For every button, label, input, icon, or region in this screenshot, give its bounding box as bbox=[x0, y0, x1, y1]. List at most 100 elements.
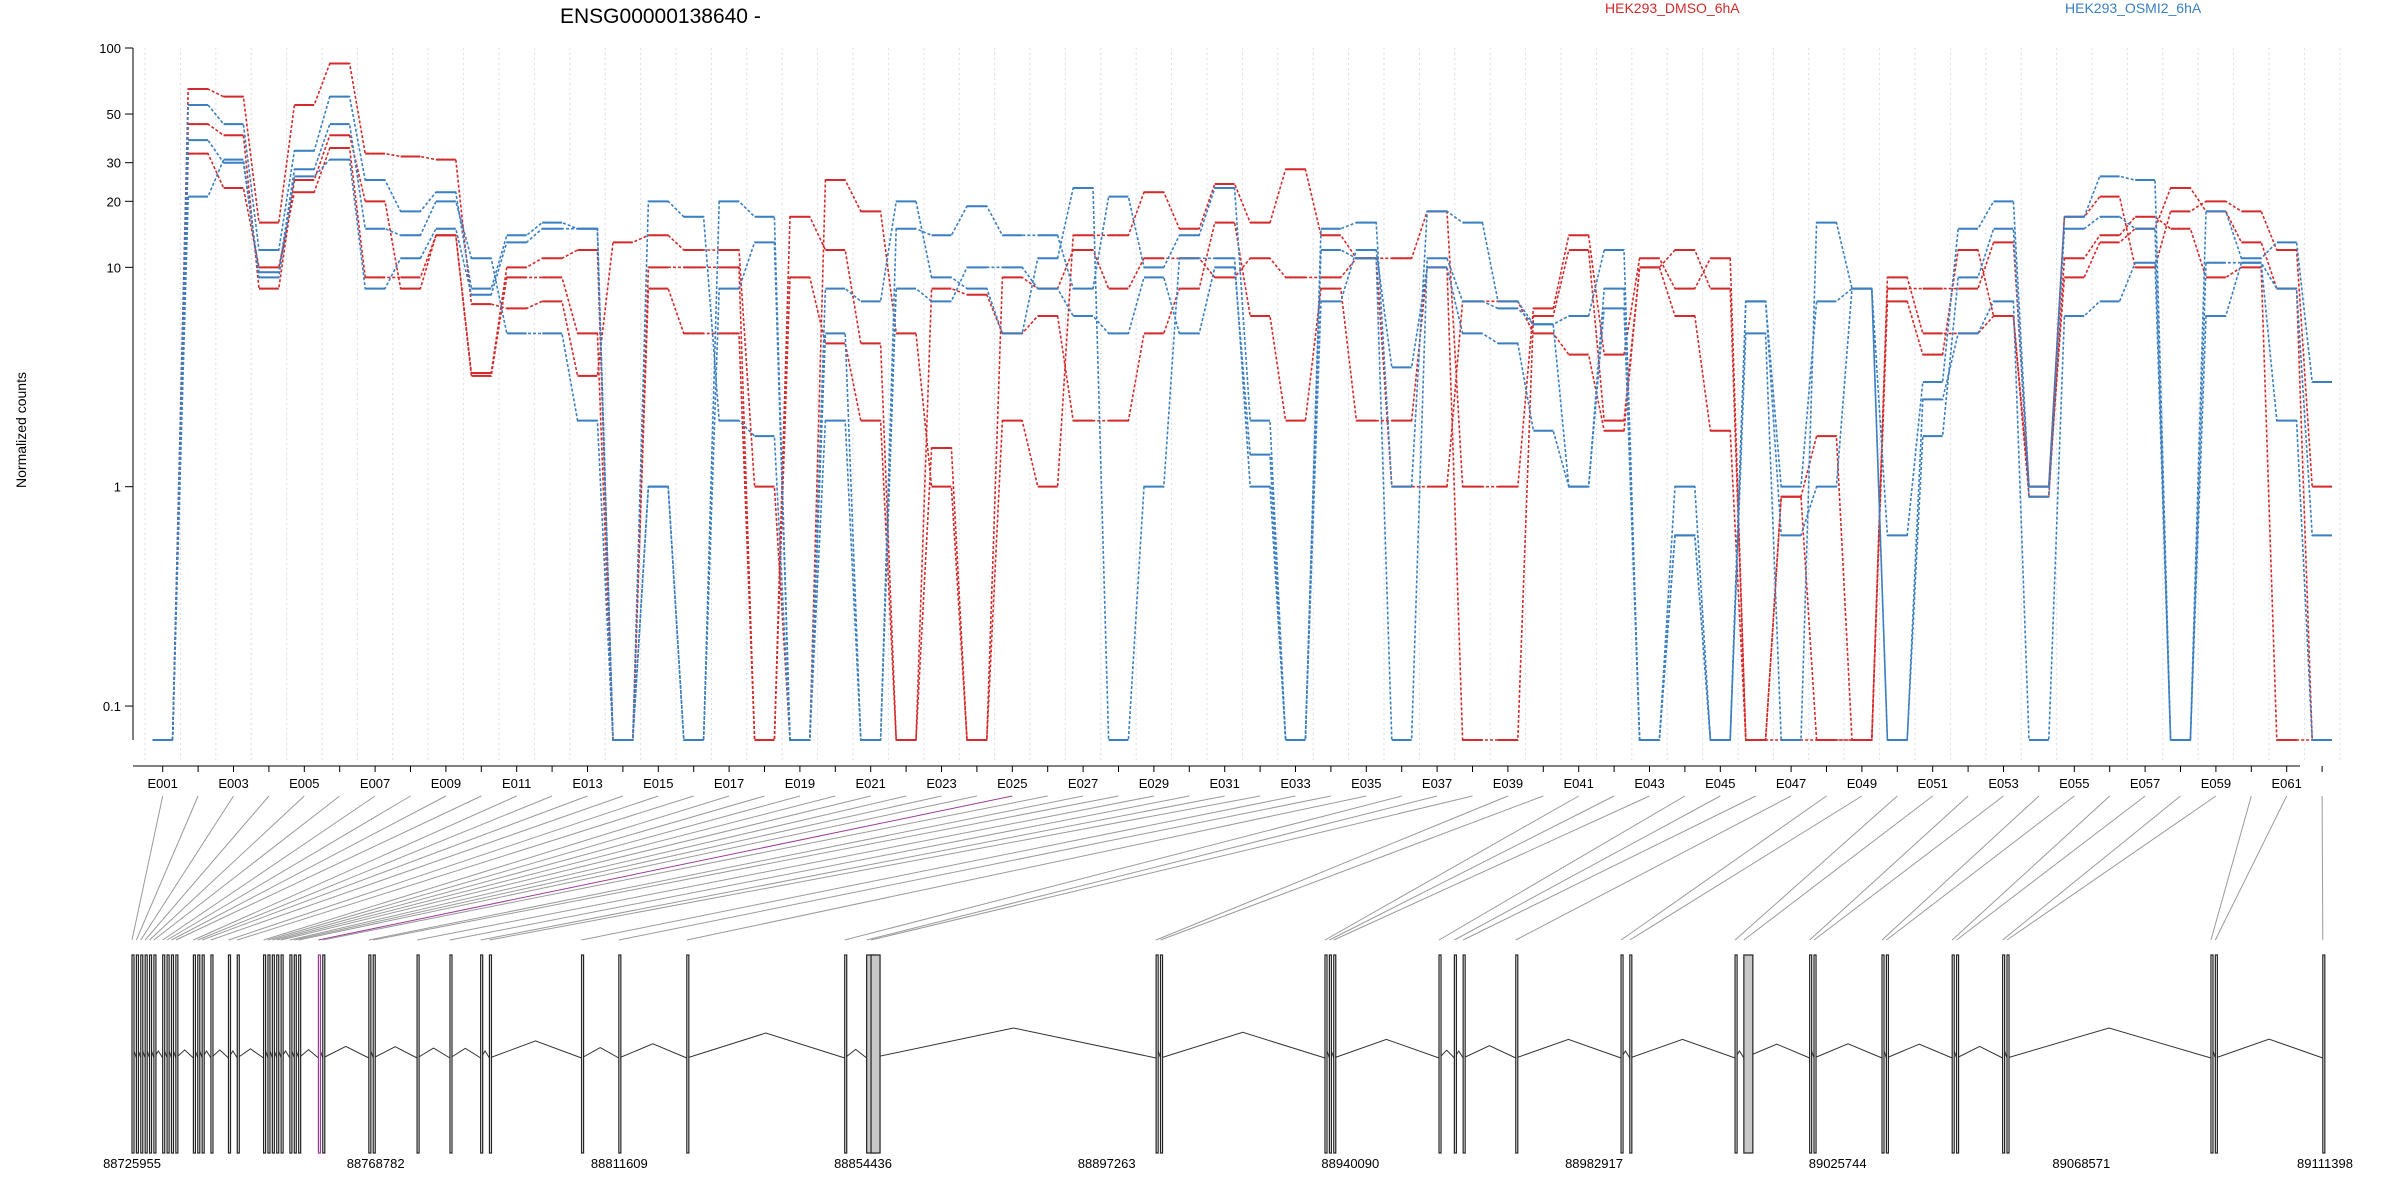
x-tick-label: E041 bbox=[1564, 776, 1594, 791]
exon-connector bbox=[131, 795, 164, 941]
exon-box bbox=[2210, 954, 2214, 1154]
exon-connector bbox=[193, 795, 517, 941]
genomic-tick-label: 89111398 bbox=[2297, 1156, 2353, 1171]
exon-box bbox=[162, 954, 166, 1154]
exon-box bbox=[166, 954, 170, 1154]
exon-connector bbox=[294, 795, 942, 941]
exon-box bbox=[276, 954, 280, 1154]
x-tick-label: E039 bbox=[1493, 776, 1523, 791]
exon-box bbox=[1813, 954, 1817, 1154]
exon-connector bbox=[2214, 795, 2288, 941]
series-line bbox=[152, 123, 2332, 741]
exon-connector bbox=[416, 795, 1154, 941]
exon-connector bbox=[1462, 795, 1756, 941]
intron-line bbox=[322, 1045, 370, 1059]
exon-box bbox=[271, 954, 275, 1154]
exon-connector bbox=[166, 795, 411, 941]
exon-connector bbox=[1886, 795, 2075, 941]
exon-connector bbox=[2321, 795, 2324, 941]
exon-connector bbox=[686, 795, 1367, 941]
intron-line bbox=[686, 1032, 845, 1059]
genomic-tick-label: 88811609 bbox=[591, 1156, 648, 1171]
exon-box bbox=[580, 954, 585, 1154]
exon-connector bbox=[298, 795, 978, 941]
exon-connector bbox=[2006, 795, 2217, 941]
exon-box bbox=[197, 954, 201, 1154]
exon-connector bbox=[197, 795, 553, 941]
genomic-tick-label: 89068571 bbox=[2052, 1156, 2110, 1171]
exon-connector bbox=[1333, 795, 1650, 941]
exon-connector bbox=[2002, 795, 2181, 941]
intron-line bbox=[1886, 1043, 1953, 1059]
y-axis-label: Normalized counts bbox=[13, 372, 29, 488]
y-tick-label: 100 bbox=[99, 41, 121, 56]
exon-connector bbox=[267, 795, 765, 941]
exon-connector bbox=[1956, 795, 2146, 941]
intron-line bbox=[1333, 1038, 1440, 1059]
exon-connector bbox=[322, 795, 1048, 941]
intron-line bbox=[844, 1048, 867, 1059]
exon-connector bbox=[228, 795, 659, 941]
exon-connector bbox=[2210, 795, 2252, 941]
gene-model bbox=[131, 954, 2326, 1154]
exon-box bbox=[280, 954, 284, 1154]
exon-connector bbox=[1881, 795, 2040, 941]
exon-box bbox=[1951, 954, 1955, 1154]
exon-box bbox=[148, 954, 153, 1154]
intron-line bbox=[1160, 1031, 1326, 1059]
exon-box bbox=[2002, 954, 2006, 1154]
exon-connector bbox=[237, 795, 694, 941]
intron-line bbox=[416, 1047, 451, 1059]
exon-connector bbox=[618, 795, 1331, 941]
intron-line bbox=[373, 1046, 418, 1059]
intron-line bbox=[175, 1049, 194, 1059]
exon-box bbox=[618, 954, 622, 1154]
exon-connector bbox=[373, 795, 1119, 941]
exon-box bbox=[236, 954, 240, 1154]
exon-box bbox=[322, 954, 326, 1154]
exon-connector bbox=[1743, 795, 1934, 941]
y-tick-label: 10 bbox=[107, 260, 121, 275]
exon-connector bbox=[1813, 795, 2004, 941]
exon-box bbox=[317, 954, 322, 1154]
exon-box bbox=[135, 954, 139, 1154]
x-tick-label: E043 bbox=[1634, 776, 1664, 791]
x-tick-label: E005 bbox=[289, 776, 319, 791]
exon-connector bbox=[135, 795, 199, 941]
intron-line bbox=[449, 1047, 481, 1059]
intron-line bbox=[1629, 1038, 1736, 1059]
exon-connector bbox=[480, 795, 1225, 941]
exon-connectors bbox=[131, 795, 2324, 941]
exon-box bbox=[298, 954, 302, 1154]
x-tick-label: E051 bbox=[1918, 776, 1948, 791]
exon-connector bbox=[144, 795, 270, 941]
x-tick-label: E045 bbox=[1705, 776, 1735, 791]
intron-line bbox=[1956, 1045, 2003, 1059]
exon-box bbox=[201, 954, 205, 1154]
exon-box bbox=[1453, 954, 1457, 1154]
exon-connector bbox=[1454, 795, 1721, 941]
exon-box bbox=[153, 954, 157, 1154]
exon-box bbox=[844, 954, 848, 1154]
x-tick-label: E019 bbox=[785, 776, 815, 791]
y-ticks: 100 50 30 20 10 1 0.1 bbox=[99, 41, 133, 714]
exon-box bbox=[1881, 954, 1885, 1154]
exon-connector bbox=[489, 795, 1261, 941]
axes bbox=[132, 48, 2300, 767]
genomic-tick-label: 88725955 bbox=[103, 1156, 161, 1171]
x-tick-label: E031 bbox=[1210, 776, 1240, 791]
exon-box bbox=[144, 954, 148, 1154]
exon-box bbox=[488, 954, 493, 1154]
grid-lines bbox=[144, 48, 2341, 760]
exon-box bbox=[2006, 954, 2010, 1154]
genomic-tick-label: 88854436 bbox=[834, 1156, 892, 1171]
x-tick-label: E015 bbox=[643, 776, 673, 791]
exon-connector bbox=[272, 795, 801, 941]
exon-connector bbox=[318, 795, 1013, 941]
exon-box bbox=[1515, 954, 1519, 1154]
exon-box bbox=[1620, 954, 1624, 1154]
exon-connector bbox=[1515, 795, 1792, 941]
exon-connector bbox=[153, 795, 341, 941]
x-tick-label: E049 bbox=[1847, 776, 1877, 791]
exon-box bbox=[192, 954, 197, 1154]
